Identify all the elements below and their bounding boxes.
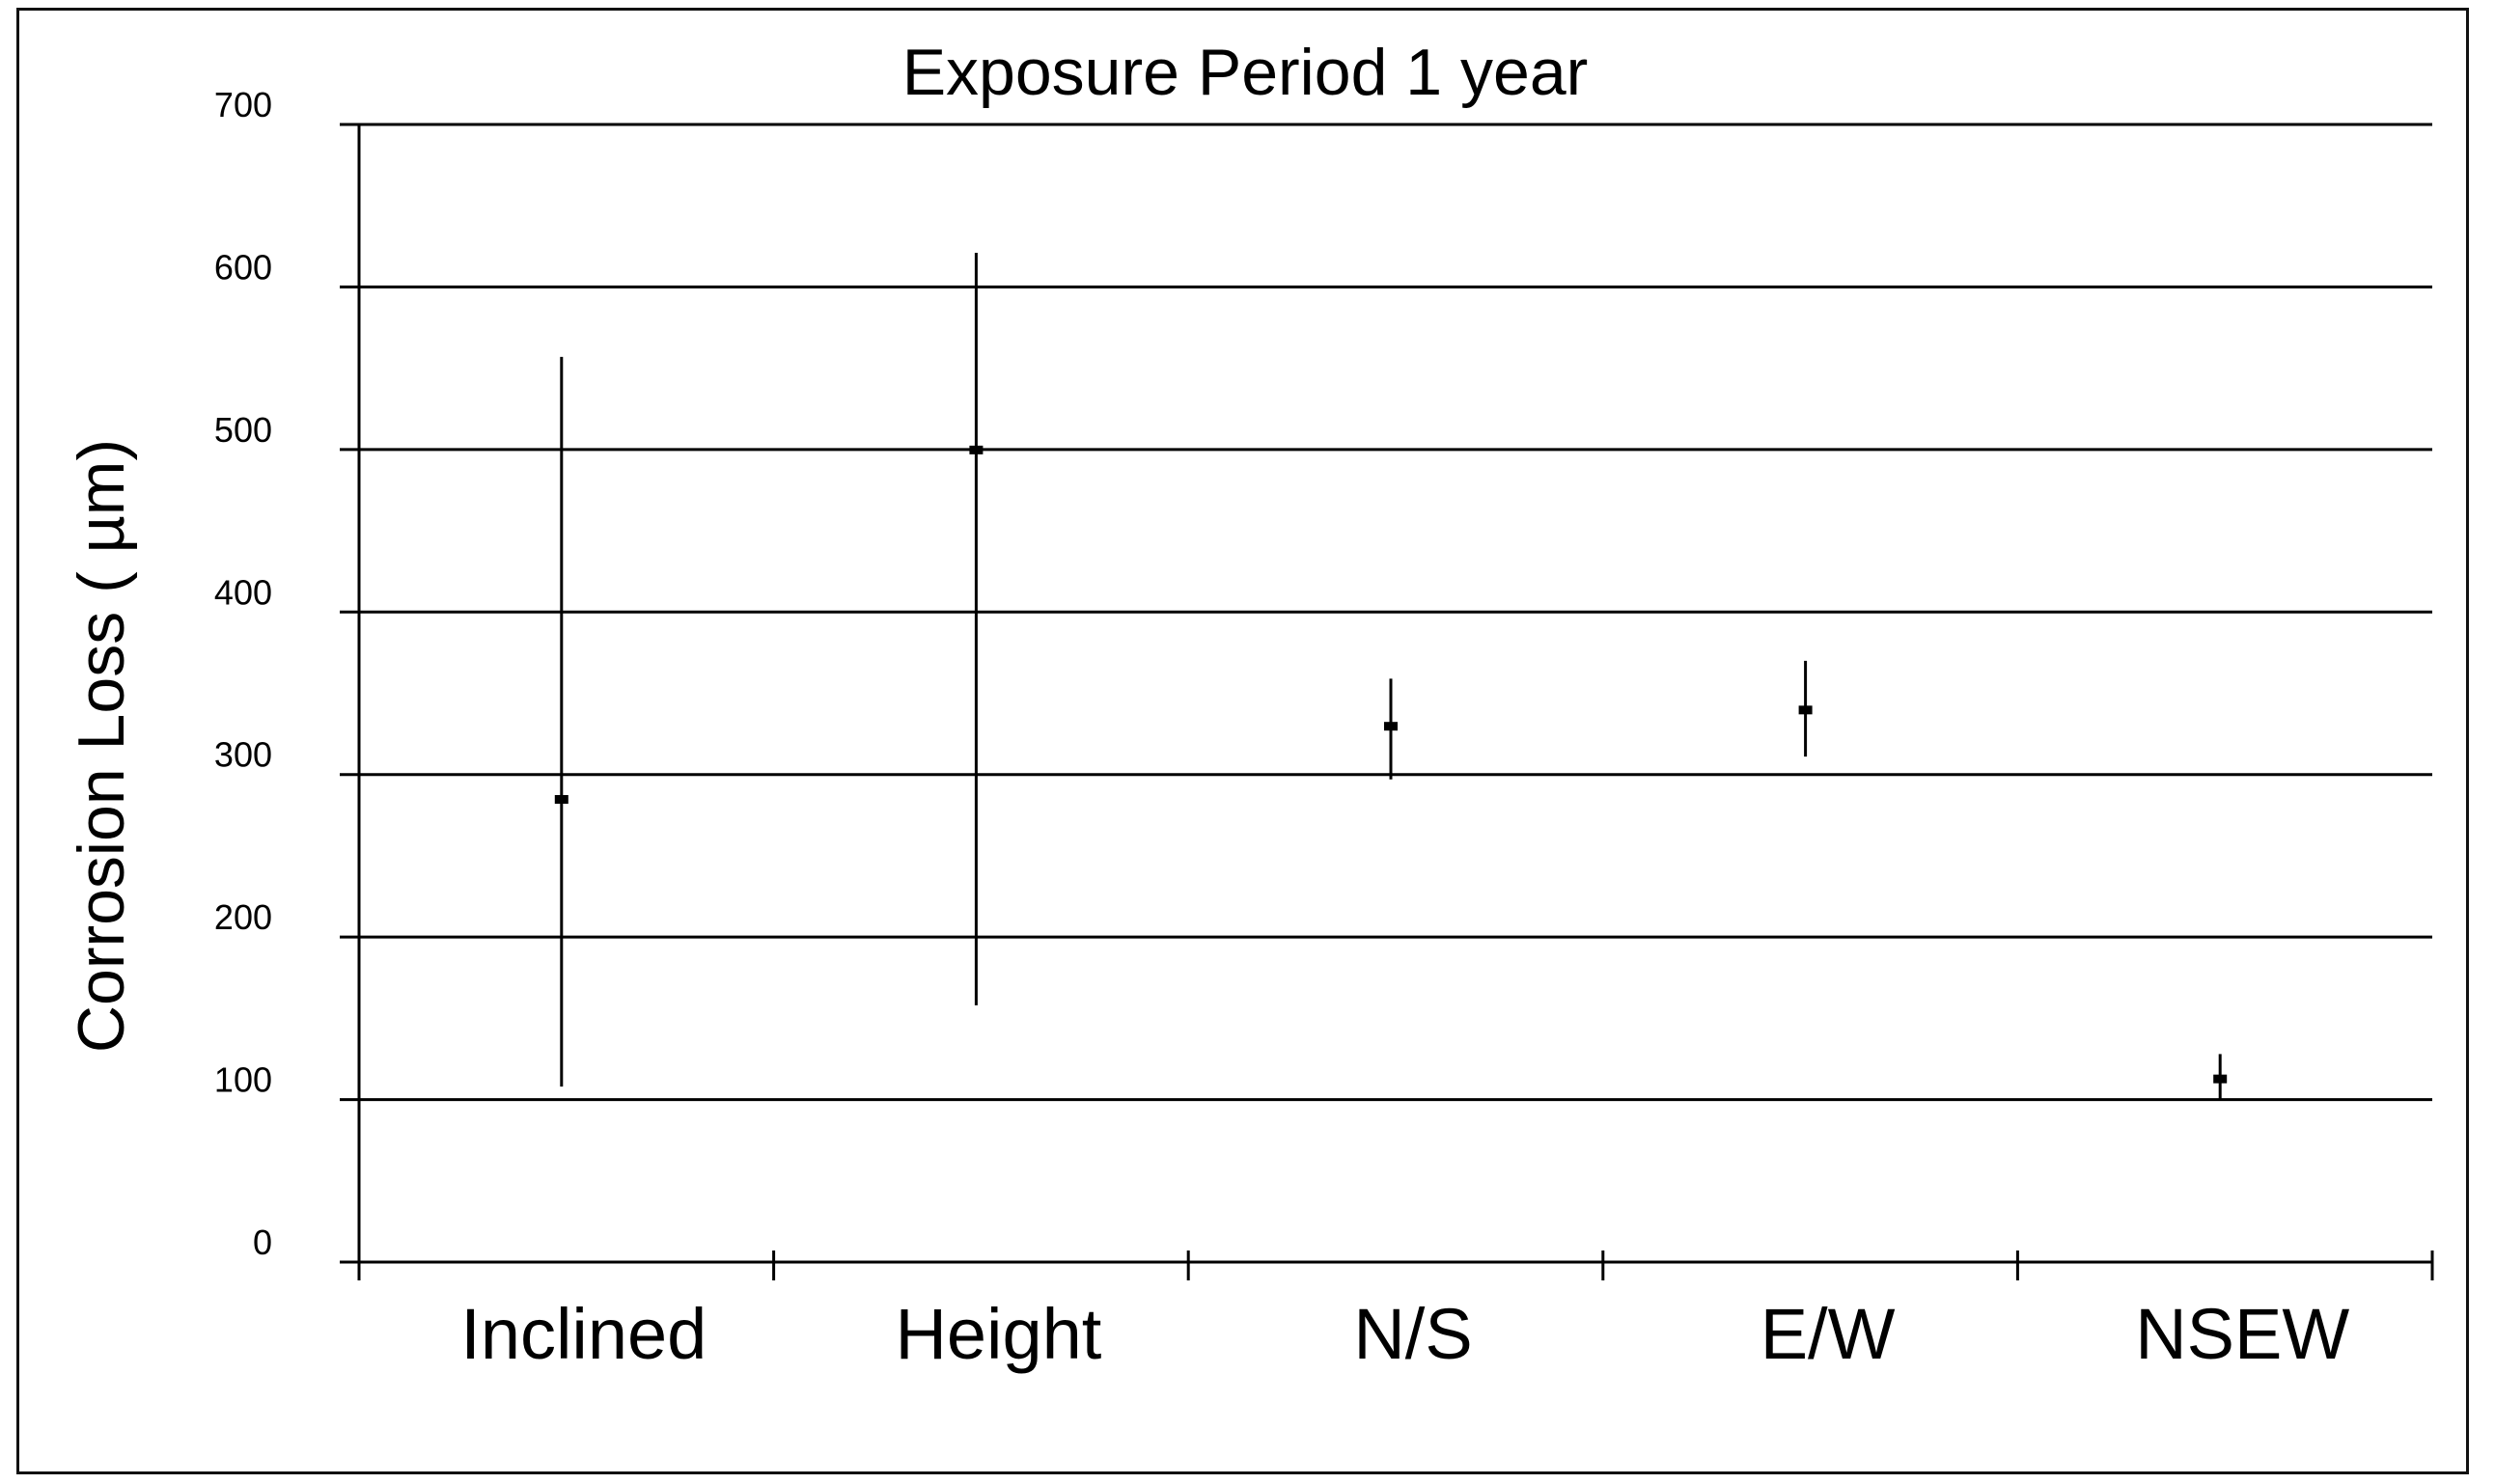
y-tick-label-300: 300 (214, 735, 272, 775)
data-point-e-w (1798, 705, 1813, 715)
x-tick-labels: Inclined Height N/S E/W NSEW (460, 1294, 2349, 1374)
y-tick-label-200: 200 (214, 897, 272, 937)
y-tick-label-500: 500 (214, 410, 272, 450)
x-tick-label-nsew: NSEW (2135, 1294, 2349, 1374)
y-tick-labels: 0 100 200 300 400 500 600 700 (214, 85, 272, 1262)
data-marks (554, 253, 2228, 1100)
data-point-height (969, 445, 984, 454)
y-axis-title: Corrosion Loss ( µm) (65, 439, 138, 1053)
data-point-nsew (2213, 1074, 2228, 1084)
x-tick-label-height: Height (895, 1294, 1101, 1374)
x-tick-label-n-s: N/S (1353, 1294, 1472, 1374)
chart-title: Exposure Period 1 year (902, 36, 1589, 109)
data-point-n-s (1384, 722, 1398, 731)
y-tick-label-600: 600 (214, 247, 272, 287)
x-tick-label-e-w: E/W (1760, 1294, 1896, 1374)
data-point-inclined (554, 794, 568, 804)
y-tick-label-100: 100 (214, 1060, 272, 1100)
axes (340, 124, 2434, 1280)
y-tick-label-0: 0 (253, 1223, 272, 1262)
x-tick-label-inclined: Inclined (460, 1294, 707, 1374)
y-tick-label-700: 700 (214, 85, 272, 124)
y-tick-label-400: 400 (214, 572, 272, 612)
chart-frame (16, 8, 2469, 1474)
grid-lines (340, 123, 2432, 1102)
